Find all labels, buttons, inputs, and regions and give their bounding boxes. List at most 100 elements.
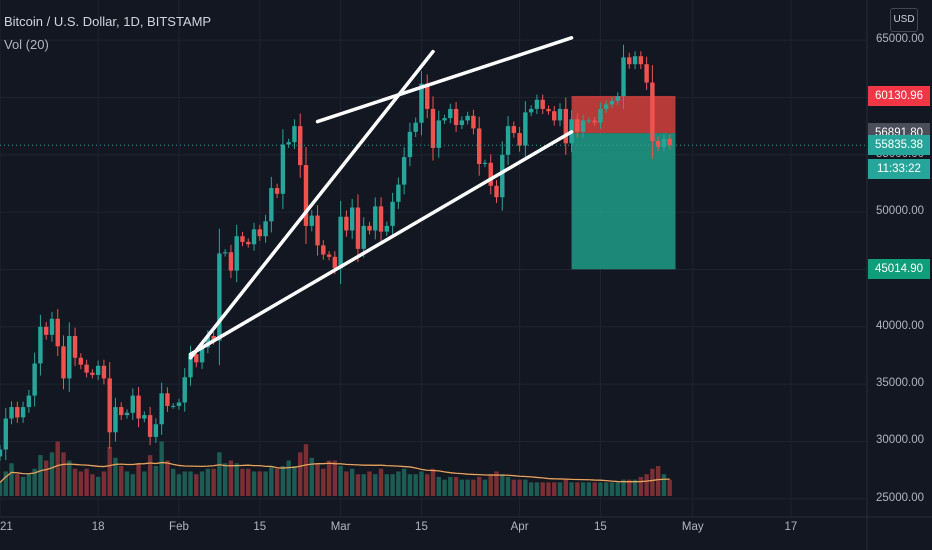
trendline: [315, 36, 574, 124]
y-tick-label: 50000.00: [876, 205, 924, 218]
volume-bar: [505, 476, 511, 496]
volume-bar: [338, 466, 343, 496]
candle-body: [332, 256, 338, 269]
candle-body: [315, 215, 320, 246]
volume-bar: [465, 479, 470, 496]
volume-bar: [436, 476, 441, 496]
y-tick-label: 35000.00: [876, 377, 924, 390]
volume-bar: [240, 468, 245, 496]
volume-bar: [528, 482, 534, 496]
candle-body: [153, 424, 159, 437]
volume-indicator-legend[interactable]: Vol (20): [4, 37, 49, 52]
candle-body: [309, 215, 314, 226]
volume-bar: [367, 471, 372, 496]
candle-body: [303, 165, 309, 226]
candle-body: [488, 162, 493, 186]
candle-body: [355, 207, 361, 249]
candle-body: [321, 245, 326, 255]
volume-bar: [413, 474, 418, 496]
candle-body: [534, 99, 540, 109]
x-tick-label: Apr: [510, 521, 529, 533]
candle-body: [0, 449, 3, 457]
candle-body: [523, 112, 528, 146]
volume-bar: [147, 455, 153, 496]
volume-bar: [211, 468, 216, 496]
candle-body: [517, 133, 522, 146]
candle-body: [401, 157, 407, 185]
x-tick-label: May: [681, 521, 704, 533]
candle-body: [222, 252, 228, 254]
volume-bar: [199, 471, 205, 496]
volume-bar: [407, 474, 413, 496]
volume-bar: [303, 444, 309, 496]
candle-body: [540, 99, 545, 109]
volume-bar: [159, 441, 164, 496]
volume-bar: [165, 460, 170, 496]
price-label: 55835.38: [868, 135, 930, 156]
candle-body: [113, 407, 118, 433]
volume-bar: [136, 463, 141, 496]
volume-bar: [615, 482, 620, 496]
volume-bar: [194, 474, 199, 496]
candle-body: [609, 100, 615, 105]
volume-bar: [459, 479, 465, 496]
volume-bar: [557, 482, 563, 496]
volume-bar: [373, 474, 378, 496]
x-tick-label: 2021: [0, 521, 13, 533]
candle-body: [32, 363, 37, 396]
candle-body: [511, 126, 517, 134]
candle-body: [205, 335, 211, 348]
volume-bar: [78, 471, 84, 496]
candle-body: [234, 236, 239, 271]
trendline: [188, 49, 435, 360]
candle-body: [425, 83, 430, 109]
x-tick-label: 17: [784, 521, 798, 533]
volume-bar: [263, 471, 268, 496]
candle-body: [575, 119, 580, 132]
candle-body: [476, 128, 482, 164]
volume-bar: [205, 468, 211, 496]
candle-body: [136, 395, 141, 419]
volume-bar: [20, 476, 26, 496]
volume-bar: [476, 476, 482, 496]
volume-bar: [332, 460, 338, 496]
candle-body: [361, 225, 366, 249]
volume-bar: [0, 482, 3, 496]
volume-bar: [453, 476, 459, 496]
candle-body: [9, 407, 14, 419]
y-tick-label: 40000.00: [876, 319, 924, 332]
candle-body: [384, 225, 390, 232]
volume-bar: [448, 476, 453, 496]
volume-bar: [500, 474, 505, 496]
candle-body: [338, 216, 343, 269]
volume-bar: [632, 479, 638, 496]
volume-bar: [442, 479, 447, 496]
volume-bar: [621, 479, 626, 496]
candle-body: [130, 395, 135, 413]
candle-body: [655, 141, 661, 147]
candle-body: [546, 108, 551, 112]
volume-bar: [182, 471, 187, 496]
volume-bar: [292, 466, 297, 496]
volume-bar: [349, 468, 355, 496]
candle-body: [407, 131, 413, 158]
volume-bar: [222, 463, 228, 496]
volume-bar: [552, 482, 557, 496]
candle-body: [563, 108, 568, 144]
volume-bar: [569, 482, 574, 496]
candle-body: [142, 415, 147, 419]
candle-body: [644, 64, 649, 83]
candle-body: [240, 236, 245, 242]
candle-body: [101, 365, 107, 379]
volume-bar: [9, 463, 14, 496]
volume-bar: [321, 468, 326, 496]
volume-bar: [280, 466, 286, 496]
volume-bar: [246, 468, 251, 496]
volume-bar: [494, 471, 499, 496]
currency-button[interactable]: USD: [890, 8, 918, 32]
y-tick-label: 30000.00: [876, 434, 924, 447]
symbol-legend[interactable]: Bitcoin / U.S. Dollar, 1D, BITSTAMP: [4, 14, 212, 29]
candle-body: [95, 365, 101, 375]
